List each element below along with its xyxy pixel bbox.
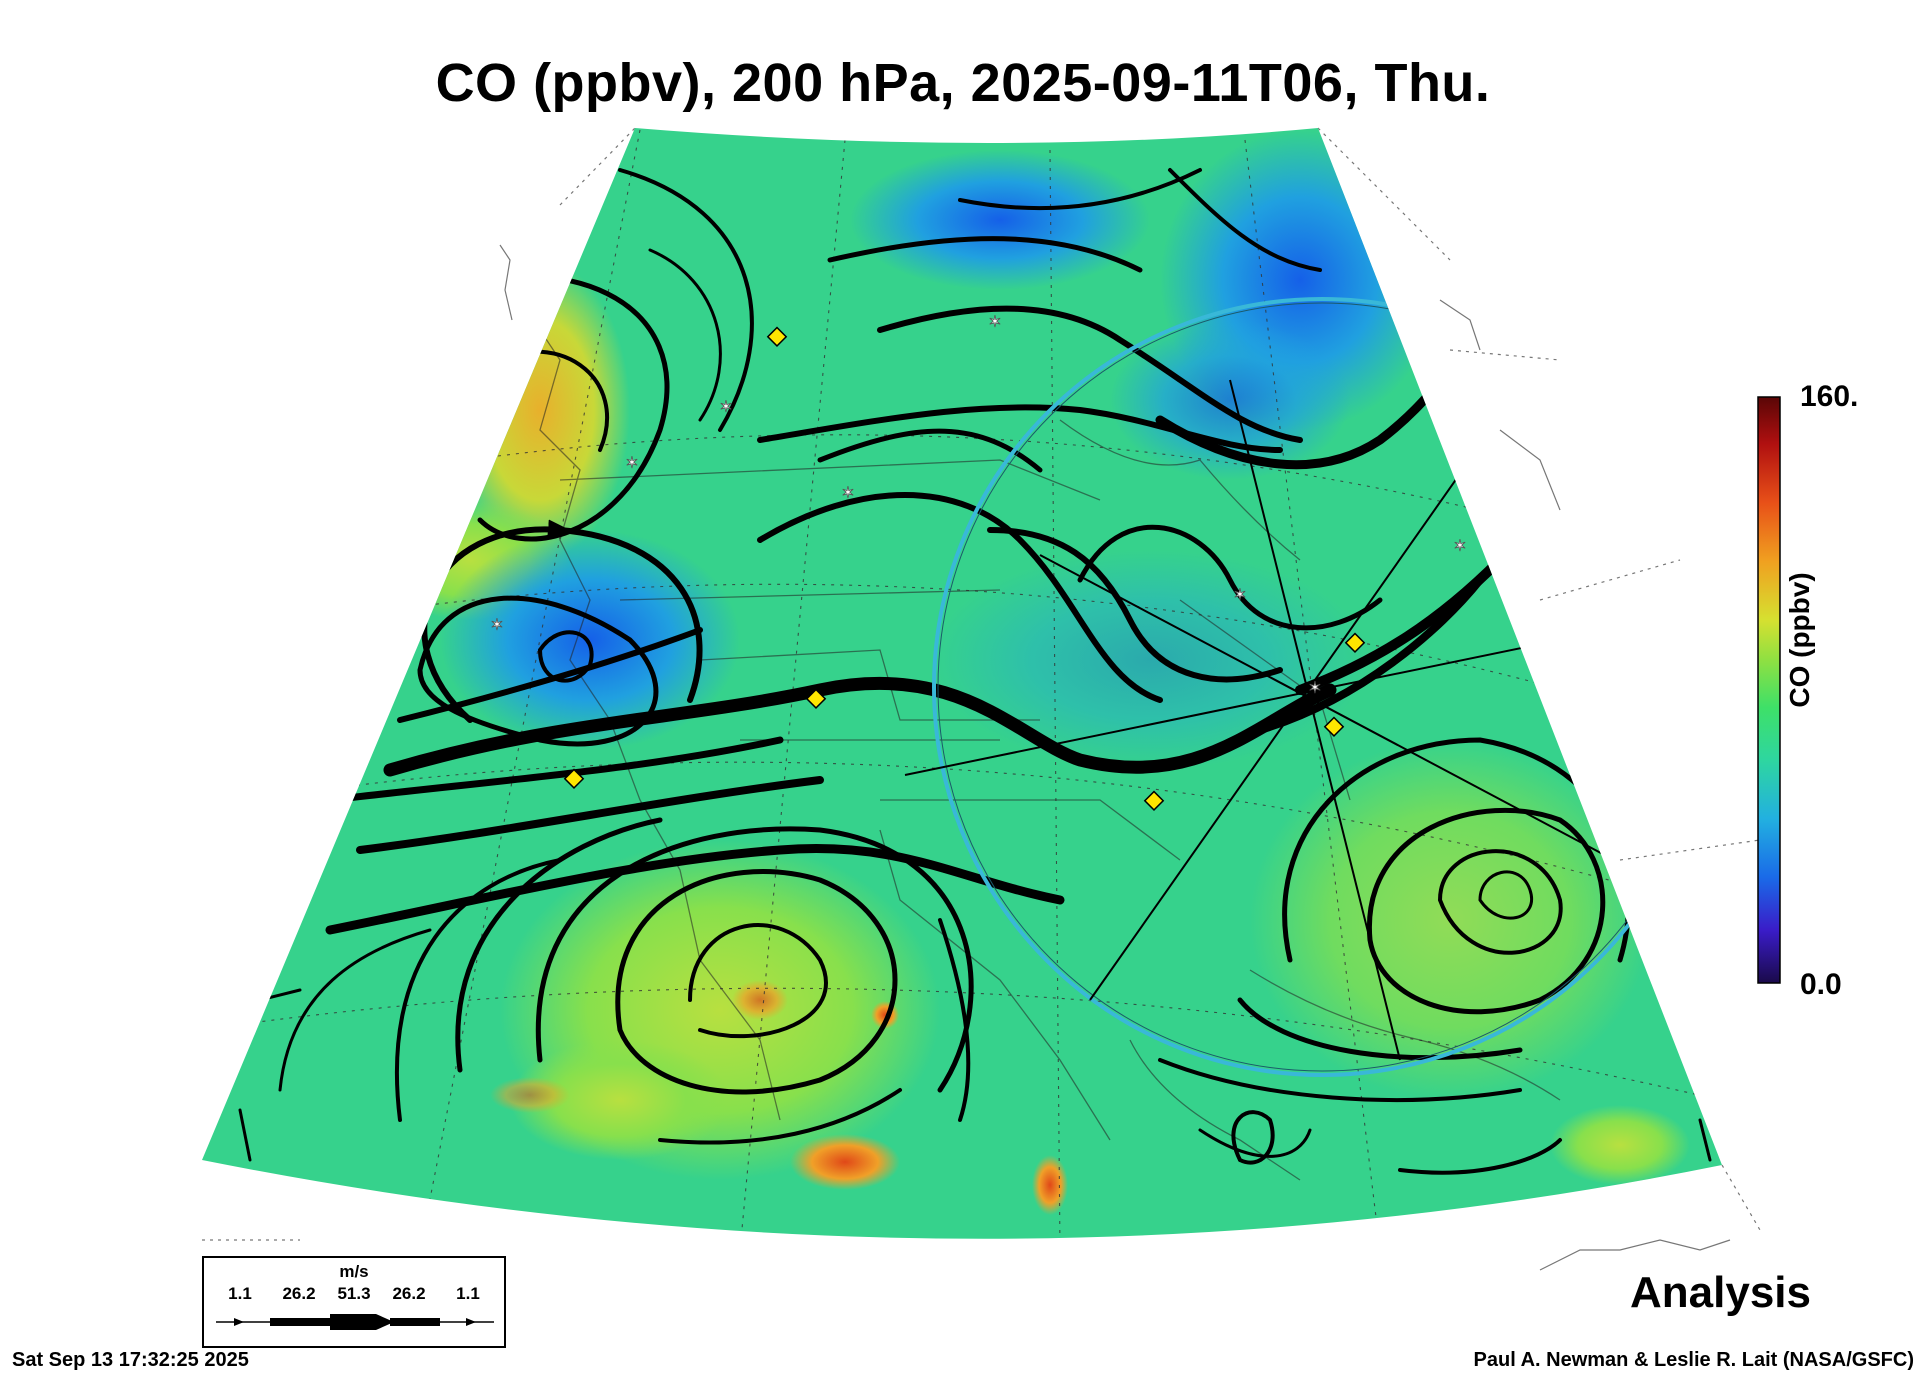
wind-legend-value: 1.1: [456, 1284, 480, 1303]
svg-text:✶: ✶: [841, 485, 854, 502]
generation-timestamp: Sat Sep 13 17:32:25 2025: [12, 1349, 249, 1371]
svg-text:✶: ✶: [1453, 538, 1466, 555]
colorbar-min-label: 0.0: [1800, 968, 1842, 1001]
colorbar: [1757, 396, 1781, 984]
wind-legend-value: 1.1: [228, 1284, 252, 1303]
svg-text:✶: ✶: [1233, 587, 1246, 604]
co-field: ✶ ✶ ✶ ✶ ✶ ✶ ✶ ✶: [202, 128, 1722, 1239]
wind-legend-value: 26.2: [282, 1284, 316, 1303]
wind-legend-unit: m/s: [339, 1262, 369, 1281]
colorbar-max-label: 160.: [1800, 380, 1859, 413]
svg-text:✶: ✶: [988, 314, 1001, 331]
svg-text:✶: ✶: [625, 455, 638, 472]
wind-legend: m/s 1.1 26.2 51.3 26.2 1.1: [202, 1256, 506, 1348]
svg-text:✶: ✶: [1308, 680, 1321, 697]
colorbar-axis-label: CO (ppbv): [1784, 572, 1815, 708]
svg-text:✶: ✶: [719, 399, 732, 416]
wind-legend-value: 51.3: [337, 1284, 371, 1303]
svg-text:✶: ✶: [490, 617, 503, 634]
outer-graticule: [202, 127, 1761, 1241]
map-title: CO (ppbv), 200 hPa, 2025-09-11T06, Thu.: [435, 53, 1491, 113]
wind-legend-value: 26.2: [392, 1284, 426, 1303]
wind-legend-arrow: [216, 1314, 494, 1330]
analysis-stamp: Analysis: [1630, 1268, 1811, 1317]
credit-line: Paul A. Newman & Leslie R. Lait (NASA/GS…: [1473, 1349, 1914, 1371]
